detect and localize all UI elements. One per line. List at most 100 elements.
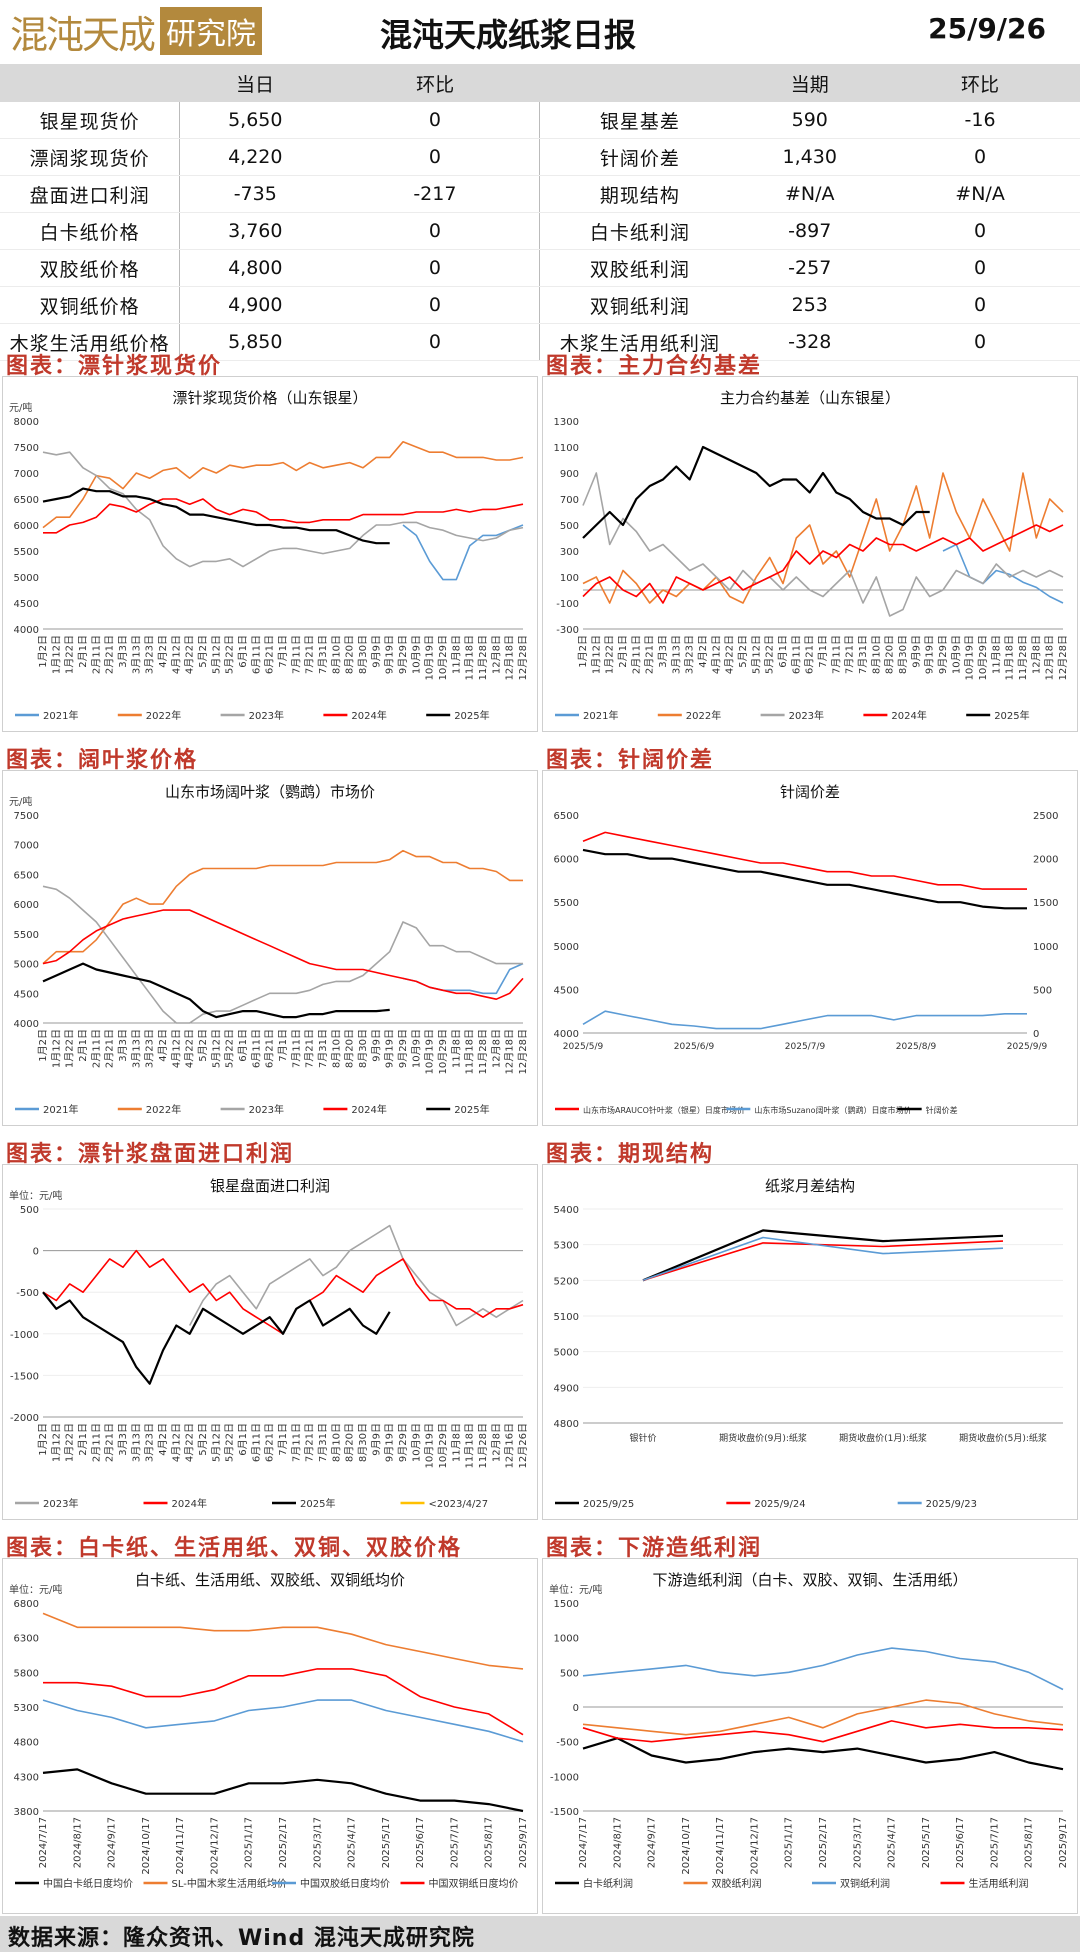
summary-label: 木浆生活用纸价格 [0,323,181,361]
x-tick-label: 2024/12/17 [209,1817,220,1875]
page-title: 混沌天成纸浆日报 [380,16,637,54]
x-tick-label: 2024/10/17 [141,1817,152,1875]
legend-label: 2024年 [891,709,926,722]
series-line [942,543,1064,604]
y-tick-label: 5200 [554,1276,579,1287]
x-tick-label: 2月1日 [77,635,89,668]
chart-spread: 针阔价差 4000 4500 5000 5500 6000 6500 0 500 1000 1500… [542,770,1078,1126]
summary-value: -257 [739,249,881,287]
x-tick-label: 12月18日 [504,635,516,680]
chart-paper-profit: 下游造纸利润（白卡、双胶、双铜、生活用纸） 单位：元/吨 -1500 -1000 -50… [542,1558,1078,1914]
x-tick-label: 10月19日 [424,635,436,680]
x-tick-label: 12月18日 [504,1029,516,1074]
summary-label: 白卡纸价格 [0,212,181,250]
x-tick-label: 11月8日 [450,1423,462,1462]
x-tick-label: 6月11日 [250,635,262,674]
x-tick-label: 2月1日 [77,1029,89,1062]
series-line [42,962,390,1019]
section-title-softwood-spot: 图表：漂针浆现货价 [6,354,223,379]
legend-label: 2023年 [249,709,284,722]
legend-label: 中国双胶纸日度均价 [300,1877,390,1890]
series-line [188,1224,524,1327]
legend-label: 中国双铜纸日度均价 [429,1877,519,1890]
x-tick-label: 6月21日 [264,635,276,674]
x-tick-label: 8月20日 [344,1029,356,1068]
series-line [582,1010,1027,1030]
y-tick-label: 5000 [554,1348,579,1359]
chart-svg: 主力合约基差（山东银星） -300 -100 100 300 500 700 900 1100 1… [554,389,1069,722]
x-tick-label: 2025/1/17 [244,1817,255,1868]
x-tick-label: 5月12日 [750,635,762,674]
x-tick-label: 8月10日 [330,635,342,674]
y-tick-label: 700 [560,495,579,506]
x-tick-label: 12月28日 [517,1029,529,1074]
series-line [582,1699,1064,1736]
series-line [42,1291,391,1385]
series-line [642,1229,1004,1282]
x-tick-label: 2月1日 [617,635,629,668]
series-line [402,962,524,995]
section-title-paper-profit: 图表：下游造纸利润 [546,1536,763,1561]
y-tick-label: 5400 [554,1205,579,1216]
x-tick-label: 期货收盘价(1月):纸浆 [839,1432,927,1444]
x-tick-label: 12月8日 [1030,635,1042,674]
y-tick-label: -1000 [10,1330,39,1341]
section-title-basis: 图表：主力合约基差 [546,354,763,379]
summary-value: -897 [739,212,881,250]
y-tick-label: 5800 [14,1668,39,1679]
y-tick-label: 6500 [554,811,579,822]
summary-change: -217 [330,175,541,213]
x-tick-label: 5月12日 [210,1029,222,1068]
summary-change: 0 [330,249,541,287]
x-tick-label: 4月12日 [170,1029,182,1068]
x-tick-label: 7月1日 [277,1029,289,1062]
x-tick-label: 1月12日 [50,635,62,674]
legend-label: 生活用纸利润 [969,1877,1029,1890]
legend-label: 2025年 [300,1497,335,1510]
y-tick-label: 5300 [14,1703,39,1714]
x-tick-label: 1月22日 [64,1423,76,1462]
chart-title: 下游造纸利润（白卡、双胶、双铜、生活用纸） [652,1571,967,1589]
series-line [582,445,930,539]
x-tick-label: 6月1日 [237,1423,249,1456]
y-tick-label: 4000 [14,625,39,636]
y-tick-label: 7500 [14,811,39,822]
x-tick-label: 3月3日 [117,635,129,668]
x-tick-label: 2025/2/17 [278,1817,289,1868]
summary-change: 0 [330,138,541,176]
x-tick-label: 8月20日 [344,635,356,674]
summary-value: 5,850 [179,323,331,361]
y-tick-label: 5300 [554,1241,579,1252]
legend-label: 2025/9/23 [926,1499,977,1510]
x-tick-label: 2025/5/9 [563,1042,604,1052]
legend-label: 2022年 [146,709,181,722]
x-tick-label: 9月9日 [370,1029,382,1062]
footer-source: 数据来源：隆众资讯、Wind 混沌天成研究院 [8,1926,475,1951]
x-tick-label: 8月30日 [357,1029,369,1068]
y-tick-label: 4800 [554,1419,579,1430]
x-tick-label: 4月2日 [157,635,169,668]
x-tick-label: 10月9日 [410,635,422,674]
x-tick-label: 1月22日 [64,1029,76,1068]
chart-title: 纸浆月差结构 [765,1177,855,1195]
y-tick-label: 5500 [554,898,579,909]
series-line [42,1768,524,1813]
x-tick-label: 9月29日 [937,635,949,674]
x-tick-label: 7月21日 [304,635,316,674]
x-tick-label: 2025/6/17 [955,1817,966,1868]
chart-title: 山东市场阔叶浆（鹦鹉）市场价 [165,783,375,801]
y-tick-label: 4000 [554,1029,579,1040]
legend-label: 2021年 [43,1103,78,1116]
col-header-change-2: 环比 [880,64,1080,102]
x-tick-label: 2025/9/9 [1007,1042,1048,1052]
x-tick-label: 11月8日 [450,635,462,674]
summary-label: 双铜纸价格 [0,286,181,324]
x-tick-label: 8月30日 [897,635,909,674]
x-tick-label: 11月8日 [990,635,1002,674]
x-tick-label: 5月22日 [224,635,236,674]
x-tick-label: 7月1日 [277,1423,289,1456]
x-tick-label: 2025/2/17 [818,1817,829,1868]
y-tick-label: 500 [560,521,579,532]
x-tick-label: 2025/6/17 [415,1817,426,1868]
chart-title: 主力合约基差（山东银星） [720,389,900,407]
